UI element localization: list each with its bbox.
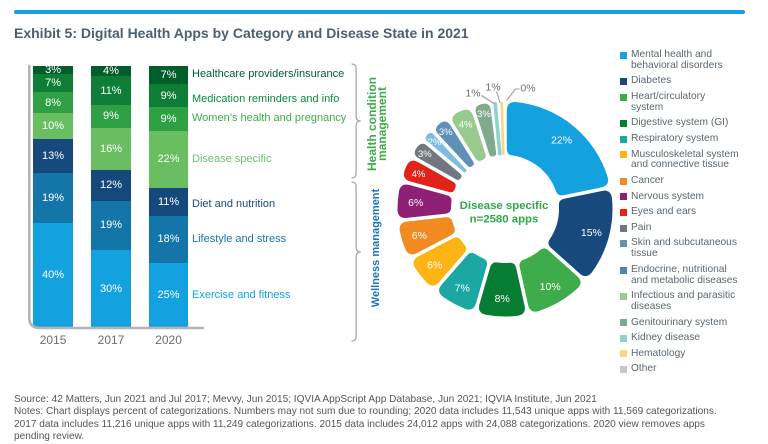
svg-text:4%: 4% — [459, 120, 473, 131]
svg-text:3%: 3% — [477, 109, 491, 120]
svg-text:7%: 7% — [455, 282, 470, 294]
svg-text:22%: 22% — [551, 134, 572, 146]
svg-text:0%: 0% — [520, 83, 535, 95]
svg-text:6%: 6% — [412, 230, 427, 242]
svg-text:3%: 3% — [439, 127, 453, 138]
svg-text:10%: 10% — [540, 281, 561, 293]
svg-text:6%: 6% — [427, 259, 442, 271]
svg-text:1%: 1% — [485, 82, 500, 94]
svg-text:2%: 2% — [428, 137, 442, 148]
svg-text:Disease specific: Disease specific — [460, 200, 549, 212]
svg-text:3%: 3% — [418, 149, 432, 160]
svg-text:1%: 1% — [465, 88, 480, 100]
svg-text:6%: 6% — [408, 197, 423, 209]
svg-text:8%: 8% — [495, 293, 510, 305]
svg-text:4%: 4% — [412, 169, 426, 180]
svg-text:15%: 15% — [581, 227, 602, 239]
svg-text:n=2580 apps: n=2580 apps — [470, 214, 539, 226]
